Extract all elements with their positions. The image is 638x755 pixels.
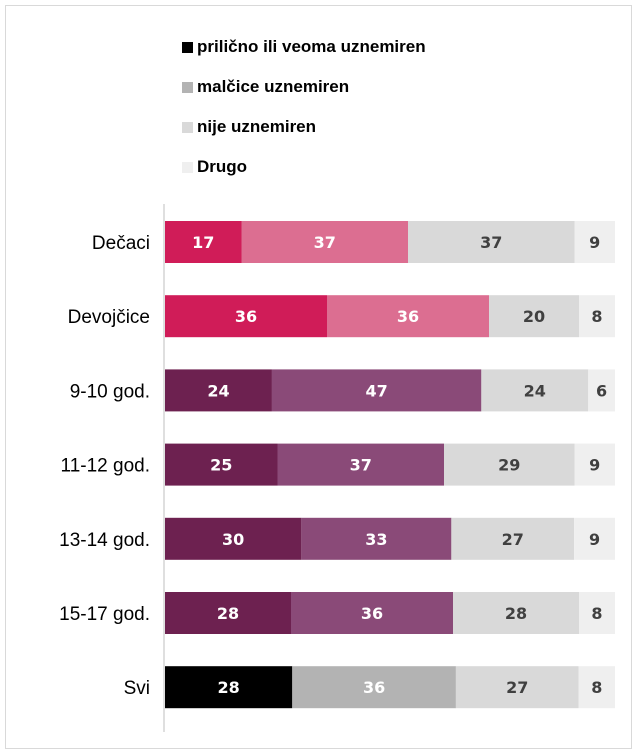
legend-label: Drugo bbox=[197, 157, 248, 176]
data-label: 28 bbox=[505, 604, 527, 623]
data-label: 36 bbox=[361, 604, 383, 623]
bar-segment bbox=[327, 295, 489, 338]
bar-segment bbox=[165, 443, 278, 486]
bar-segment bbox=[444, 443, 575, 486]
category-label: 11-12 god. bbox=[61, 456, 150, 477]
legend-swatch bbox=[182, 41, 193, 53]
legend-item: malčice uznemiren bbox=[182, 77, 349, 97]
bar-segment bbox=[301, 517, 452, 560]
bar-segment bbox=[588, 369, 615, 412]
category-label: 13-14 god. bbox=[59, 530, 150, 551]
bar-segment bbox=[408, 221, 575, 263]
data-label: 37 bbox=[480, 233, 502, 252]
data-label: 24 bbox=[207, 381, 229, 400]
bar-segment bbox=[241, 221, 408, 263]
data-label: 29 bbox=[498, 456, 520, 475]
legend-swatch bbox=[182, 81, 193, 93]
data-label: 17 bbox=[192, 233, 214, 252]
bar-segment bbox=[579, 295, 615, 338]
bar-segment bbox=[271, 369, 482, 412]
bar-segment bbox=[165, 369, 272, 412]
bar-segment bbox=[451, 517, 575, 560]
bar-chart: Dečaci 17 37 37 9 Devojčice 36 36 20 8 9-10 god. 24… bbox=[59, 204, 615, 732]
data-label: 20 bbox=[523, 307, 545, 326]
data-label: 9 bbox=[589, 233, 600, 252]
data-label: 30 bbox=[222, 530, 244, 549]
bar-segment bbox=[578, 666, 615, 709]
category-label: 15-17 god. bbox=[59, 604, 150, 625]
bar-segment bbox=[165, 221, 242, 263]
data-label: 8 bbox=[591, 307, 602, 326]
legend-label: prilično ili veoma uznemiren bbox=[197, 37, 426, 56]
data-label: 24 bbox=[524, 381, 546, 400]
bar-segment bbox=[455, 666, 579, 709]
data-label: 9 bbox=[589, 530, 600, 549]
bar-segment bbox=[574, 517, 615, 560]
bar-segment bbox=[291, 592, 453, 634]
data-label: 8 bbox=[591, 678, 602, 697]
data-label: 25 bbox=[210, 456, 232, 475]
data-label: 28 bbox=[217, 604, 239, 623]
bar-segment bbox=[574, 443, 615, 486]
data-label: 9 bbox=[589, 456, 600, 475]
legend-swatch bbox=[182, 161, 193, 173]
bar-segment bbox=[489, 295, 579, 338]
data-label: 27 bbox=[502, 530, 524, 549]
bar-segment bbox=[453, 592, 579, 634]
bar-segment bbox=[165, 295, 327, 338]
bar-segment bbox=[292, 666, 456, 709]
data-label: 28 bbox=[218, 678, 240, 697]
bar-segment bbox=[165, 592, 291, 634]
data-label: 36 bbox=[363, 678, 385, 697]
data-label: 37 bbox=[350, 456, 372, 475]
legend-label: nije uznemiren bbox=[197, 117, 317, 136]
legend-item: prilično ili veoma uznemiren bbox=[182, 37, 426, 57]
data-label: 6 bbox=[596, 381, 607, 400]
bar-segment bbox=[579, 592, 615, 634]
bar-segment bbox=[165, 517, 302, 560]
data-label: 33 bbox=[365, 530, 387, 549]
data-label: 47 bbox=[365, 381, 387, 400]
category-label: 9-10 god. bbox=[70, 381, 150, 402]
bar-segment bbox=[165, 666, 293, 709]
data-label: 27 bbox=[506, 678, 528, 697]
legend-swatch bbox=[182, 121, 193, 133]
legend-item: nije uznemiren bbox=[182, 117, 316, 137]
legend-label: malčice uznemiren bbox=[197, 77, 350, 96]
legend-item: Drugo bbox=[182, 157, 247, 177]
chart-frame: prilično ili veoma uznemiren malčice uzn… bbox=[5, 5, 632, 749]
data-label: 37 bbox=[314, 233, 336, 252]
bar-segment bbox=[277, 443, 444, 486]
category-label: Dečaci bbox=[92, 233, 150, 254]
category-label: Devojčice bbox=[68, 307, 150, 328]
category-label: Svi bbox=[124, 678, 150, 699]
data-label: 36 bbox=[397, 307, 419, 326]
data-label: 36 bbox=[235, 307, 257, 326]
bar-segment bbox=[481, 369, 589, 412]
bar-segment bbox=[574, 221, 615, 263]
data-label: 8 bbox=[591, 604, 602, 623]
